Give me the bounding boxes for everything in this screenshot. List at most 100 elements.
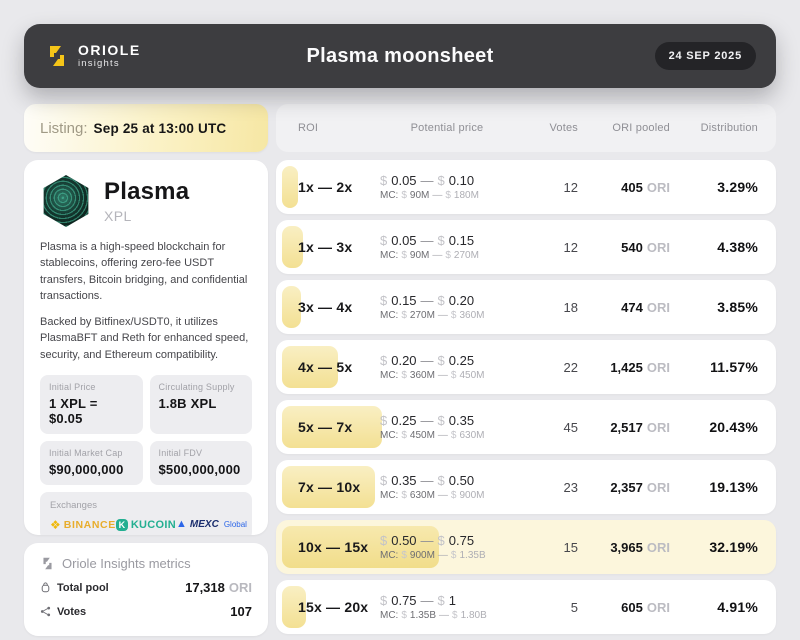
metric-total-pool: Total pool 17,318 ORI — [40, 580, 252, 595]
roi-range: 7x — 10x — [298, 479, 361, 495]
listing-label: Listing: — [40, 119, 88, 137]
plasma-logo — [43, 175, 89, 227]
brand-name: ORIOLE — [78, 42, 141, 59]
votes-icon — [40, 606, 51, 617]
ori-pooled: 474 ORI — [621, 299, 670, 315]
votes-count: 5 — [570, 599, 578, 615]
distribution-bar — [282, 346, 338, 388]
roi-range: 5x — 7x — [298, 419, 353, 435]
project-ticker: XPL — [104, 208, 132, 224]
binance-icon: ❖ — [50, 517, 61, 532]
market-cap-range: MC: $900M — $1.35B — [380, 550, 486, 561]
distribution-percent: 3.85% — [717, 299, 758, 315]
table-row[interactable]: 10x — 15x $0.50 — $0.75 MC: $900M — $1.3… — [276, 520, 776, 574]
mexc-icon: ▲ — [176, 518, 187, 531]
exchange-mexc[interactable]: ▲ MEXC Global — [176, 518, 247, 531]
market-cap-range: MC: $1.35B — $1.80B — [380, 610, 487, 621]
project-name: Plasma — [104, 178, 190, 205]
votes-count: 12 — [563, 179, 578, 195]
moonsheet-table: ROI Potential price Votes ORI pooled Dis… — [276, 104, 776, 636]
table-row[interactable]: 4x — 5x $0.20 — $0.25 MC: $360M — $450M … — [276, 340, 776, 394]
column-votes: Votes — [549, 122, 578, 134]
table-row[interactable]: 1x — 3x $0.05 — $0.15 MC: $90M — $270M 1… — [276, 220, 776, 274]
distribution-bar — [282, 406, 382, 448]
potential-price: $0.20 — $0.25 MC: $360M — $450M — [380, 353, 514, 381]
project-stats: Initial Price 1 XPL = $0.05 Circulating … — [40, 374, 252, 485]
potential-price: $0.25 — $0.35 MC: $450M — $630M — [380, 413, 514, 441]
exchange-kucoin[interactable]: K KUCOIN — [115, 518, 176, 531]
distribution-percent: 3.29% — [717, 179, 758, 195]
oriole-logo-icon — [50, 46, 64, 66]
distribution-percent: 11.57% — [710, 359, 758, 375]
column-roi: ROI — [298, 122, 319, 134]
roi-range: 1x — 2x — [298, 179, 353, 195]
ori-pooled: 1,425 ORI — [610, 359, 670, 375]
listing-banner: Listing: Sep 25 at 13:00 UTC — [24, 104, 268, 152]
table-row[interactable]: 15x — 20x $0.75 — $1 MC: $1.35B — $1.80B… — [276, 580, 776, 634]
votes-count: 23 — [563, 479, 578, 495]
table-header: ROI Potential price Votes ORI pooled Dis… — [276, 104, 776, 152]
left-panel: Listing: Sep 25 at 13:00 UTC Plasma XPL … — [24, 104, 268, 636]
pool-icon — [41, 582, 50, 593]
potential-price: $0.50 — $0.75 MC: $900M — $1.35B — [380, 533, 514, 561]
votes-count: 18 — [563, 299, 578, 315]
roi-range: 1x — 3x — [298, 239, 353, 255]
stat-circulating-supply: Circulating Supply 1.8B XPL — [149, 374, 252, 434]
metrics-card: Oriole Insights metrics Total pool 17,31… — [24, 543, 268, 636]
metric-votes: Votes 107 — [40, 604, 252, 619]
roi-range: 10x — 15x — [298, 539, 369, 555]
table-row[interactable]: 5x — 7x $0.25 — $0.35 MC: $450M — $630M … — [276, 400, 776, 454]
table-body: 1x — 2x $0.05 — $0.10 MC: $90M — $180M 1… — [276, 160, 776, 634]
distribution-bar — [282, 466, 375, 508]
market-cap-range: MC: $360M — $450M — [380, 370, 485, 381]
metrics-title: Oriole Insights metrics — [62, 556, 191, 571]
ori-pooled: 605 ORI — [621, 599, 670, 615]
exchange-binance[interactable]: ❖ BINANCE — [50, 517, 116, 532]
ori-pooled: 405 ORI — [621, 179, 670, 195]
roi-range: 15x — 20x — [298, 599, 369, 615]
votes-count: 15 — [563, 539, 578, 555]
market-cap-range: MC: $90M — $270M — [380, 250, 479, 261]
roi-range: 3x — 4x — [298, 299, 353, 315]
distribution-percent: 4.91% — [717, 599, 758, 615]
stat-initial-price: Initial Price 1 XPL = $0.05 — [40, 374, 143, 434]
stat-initial-market-cap: Initial Market Cap $90,000,000 — [40, 440, 143, 485]
brand-subtitle: insights — [78, 58, 120, 70]
ori-pooled: 2,357 ORI — [610, 479, 670, 495]
distribution-percent: 20.43% — [709, 419, 758, 435]
brand-logo[interactable]: ORIOLE insights — [44, 43, 141, 69]
ori-pooled: 540 ORI — [621, 239, 670, 255]
votes-count: 12 — [563, 239, 578, 255]
potential-price: $0.15 — $0.20 MC: $270M — $360M — [380, 293, 514, 321]
distribution-bar — [282, 586, 306, 628]
votes-count: 45 — [563, 419, 578, 435]
app-header: ORIOLE insights Plasma moonsheet 24 SEP … — [24, 24, 776, 88]
project-description: Plasma is a high-speed blockchain for st… — [40, 241, 249, 361]
potential-price: $0.05 — $0.15 MC: $90M — $270M — [380, 233, 514, 261]
oriole-metrics-icon — [43, 557, 52, 570]
potential-price: $0.75 — $1 MC: $1.35B — $1.80B — [380, 593, 514, 621]
market-cap-range: MC: $630M — $900M — [380, 490, 485, 501]
market-cap-range: MC: $270M — $360M — [380, 310, 485, 321]
distribution-percent: 32.19% — [709, 539, 758, 555]
distribution-bar — [282, 226, 303, 268]
ori-pooled: 3,965 ORI — [610, 539, 670, 555]
table-row[interactable]: 3x — 4x $0.15 — $0.20 MC: $270M — $360M … — [276, 280, 776, 334]
table-row[interactable]: 7x — 10x $0.35 — $0.50 MC: $630M — $900M… — [276, 460, 776, 514]
column-distribution: Distribution — [700, 122, 758, 134]
stat-initial-fdv: Initial FDV $500,000,000 — [149, 440, 252, 485]
distribution-bar — [282, 166, 298, 208]
potential-price: $0.05 — $0.10 MC: $90M — $180M — [380, 173, 514, 201]
listing-datetime: Sep 25 at 13:00 UTC — [93, 120, 227, 136]
ori-pooled: 2,517 ORI — [610, 419, 670, 435]
votes-count: 22 — [563, 359, 578, 375]
column-potential-price: Potential price — [410, 122, 484, 134]
table-row[interactable]: 1x — 2x $0.05 — $0.10 MC: $90M — $180M 1… — [276, 160, 776, 214]
distribution-percent: 19.13% — [709, 479, 758, 495]
project-card: Plasma XPL Plasma is a high-speed blockc… — [24, 160, 268, 535]
exchanges-label: Exchanges — [50, 499, 98, 511]
market-cap-range: MC: $90M — $180M — [380, 190, 479, 201]
distribution-bar — [282, 286, 301, 328]
market-cap-range: MC: $450M — $630M — [380, 430, 485, 441]
kucoin-icon: K — [115, 518, 128, 531]
